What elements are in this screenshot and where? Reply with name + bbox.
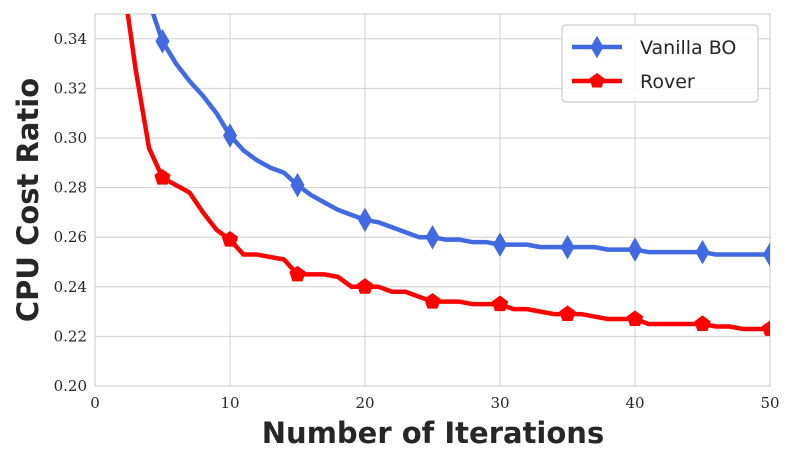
legend-marker (590, 35, 604, 59)
x-tick-label: 0 (90, 394, 100, 412)
plot-series (125, 14, 770, 336)
data-point (695, 239, 710, 265)
legend-entry: Vanilla BO (572, 35, 736, 59)
data-point (424, 293, 441, 309)
plot-frame (94, 13, 771, 387)
data-point (356, 278, 374, 294)
data-point (560, 234, 575, 260)
y-axis-label: CPU Cost Ratio (11, 78, 45, 322)
x-tick-label: 50 (760, 394, 779, 412)
x-tick-label: 20 (355, 394, 374, 412)
y-tick-label: 0.28 (54, 179, 87, 197)
x-tick-label: 30 (490, 394, 509, 412)
data-point (559, 305, 576, 322)
data-point (290, 172, 305, 198)
data-point (694, 315, 711, 331)
y-tick-label: 0.26 (54, 228, 87, 246)
data-point (761, 320, 770, 336)
y-tick-label: 0.24 (54, 278, 87, 296)
legend-label: Rover (640, 71, 695, 93)
data-point (492, 232, 508, 257)
y-tick-label: 0.30 (54, 129, 87, 147)
legend-entry: Rover (572, 71, 695, 93)
data-point (221, 231, 239, 247)
data-point (155, 29, 170, 54)
data-point (627, 237, 643, 262)
data-point (626, 310, 644, 327)
x-axis-label: Number of Iterations (262, 416, 604, 449)
series-line (150, 14, 770, 257)
series-rover (125, 14, 770, 336)
data-point (289, 265, 306, 282)
axes (94, 13, 771, 387)
data-point (357, 207, 373, 233)
legend-label: Vanilla BO (640, 37, 736, 59)
data-point (154, 169, 171, 185)
y-tick-label: 0.32 (54, 79, 87, 97)
data-point (491, 295, 509, 312)
legend-marker (589, 73, 605, 88)
data-point (222, 123, 238, 148)
y-tick-label: 0.20 (54, 377, 87, 395)
legend: Vanilla BO Rover (561, 24, 759, 103)
series-vanilla-bo (150, 14, 770, 267)
tick-labels: 0 10 20 30 40 50 0.20 0.22 0.24 0.26 0.28 0.30 0.32 0… (54, 30, 780, 412)
y-tick-label: 0.34 (54, 30, 87, 48)
y-tick-label: 0.22 (54, 327, 87, 345)
data-point (762, 242, 770, 267)
data-point (425, 224, 440, 250)
x-tick-label: 10 (220, 394, 239, 412)
x-tick-label: 40 (625, 394, 644, 412)
